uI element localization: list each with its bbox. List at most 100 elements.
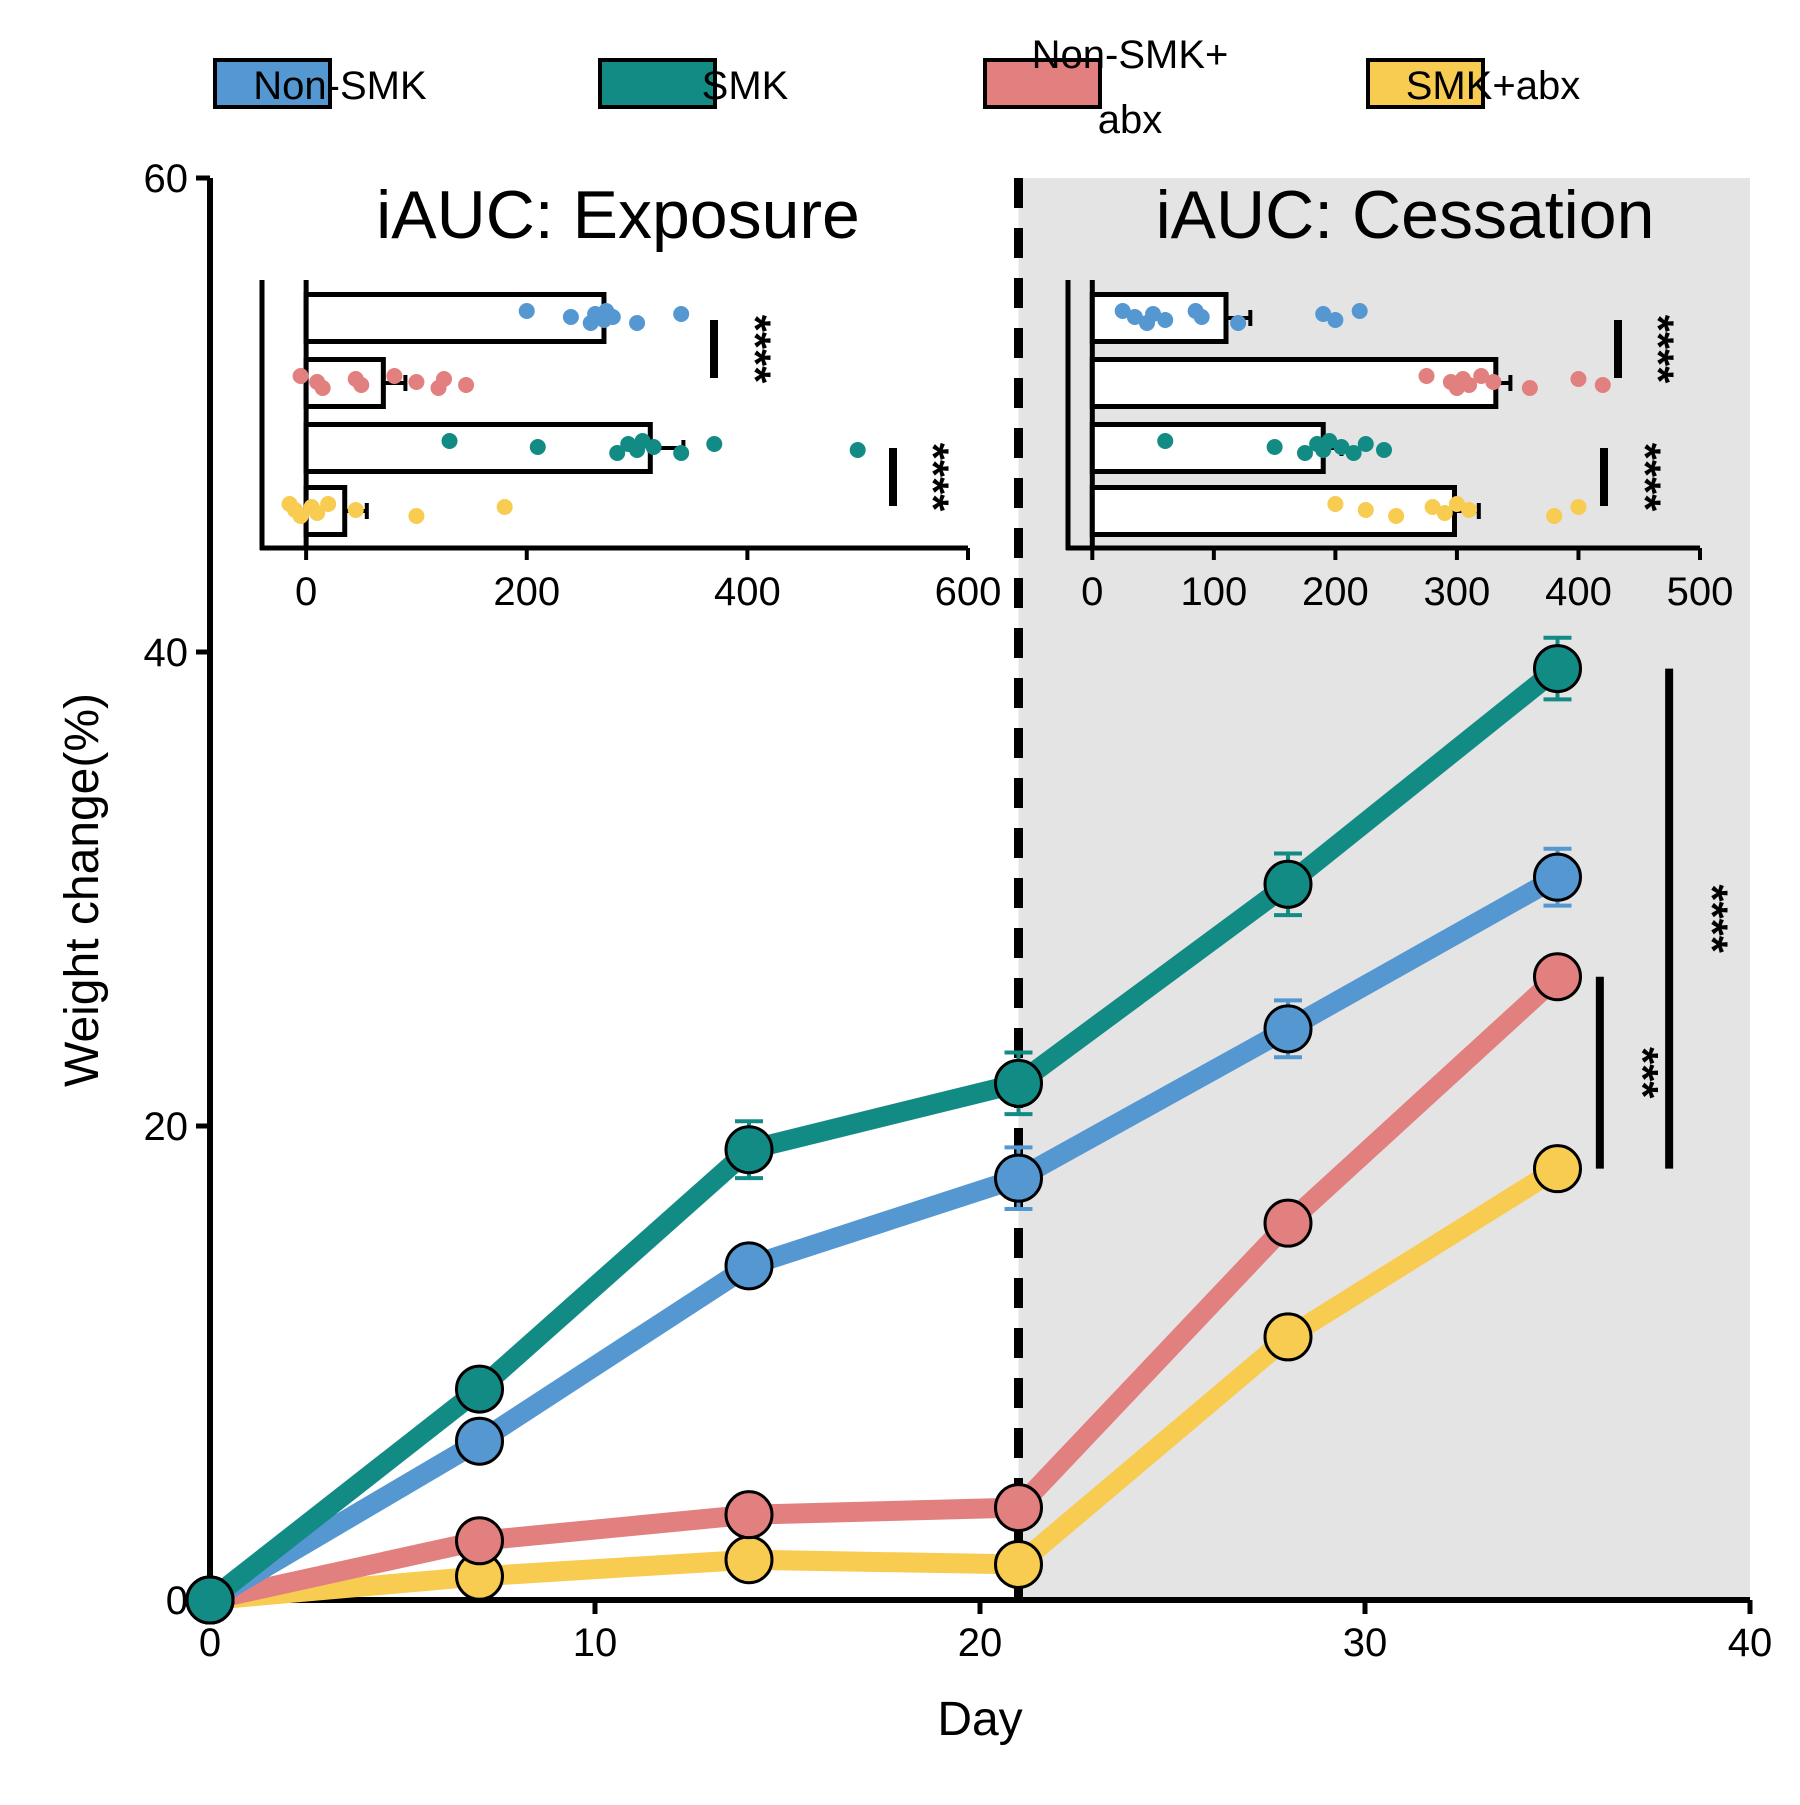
inset-point bbox=[1297, 445, 1313, 461]
inset-point bbox=[1145, 306, 1162, 322]
inset-point bbox=[1376, 442, 1392, 458]
data-point-non-smk-abx bbox=[994, 1483, 1043, 1533]
data-point-smk-abx bbox=[1533, 1144, 1582, 1194]
legend-label-2: Non-SMK+ bbox=[1032, 33, 1229, 77]
inset-point bbox=[1570, 499, 1587, 515]
legend-label2-2: abx bbox=[1098, 98, 1163, 142]
x-tick-label-1: 10 bbox=[573, 1621, 618, 1665]
inset-sig-label-1: **** bbox=[1620, 443, 1669, 512]
x-tick-label-3: 30 bbox=[1343, 1621, 1388, 1665]
y-tick-label-1: 20 bbox=[144, 1105, 189, 1149]
inset-point bbox=[518, 303, 535, 319]
inset-point bbox=[314, 380, 331, 396]
data-point-non-smk-abx bbox=[1263, 1198, 1313, 1248]
inset-point bbox=[604, 309, 621, 325]
data-point-non-smk bbox=[1533, 852, 1582, 902]
inset-x-tick-label-0: 0 bbox=[295, 570, 317, 614]
inset-point bbox=[1546, 508, 1563, 524]
inset-point bbox=[1473, 368, 1490, 384]
data-point-smk bbox=[1533, 644, 1582, 694]
inset-point bbox=[1357, 502, 1374, 518]
data-point-non-smk-abx bbox=[1533, 952, 1582, 1002]
inset-point bbox=[1321, 433, 1338, 449]
inset-point bbox=[1315, 306, 1332, 322]
shaded-region bbox=[1018, 178, 1750, 1600]
inset-point bbox=[1521, 380, 1538, 396]
data-point-smk bbox=[185, 1575, 235, 1625]
inset-point bbox=[292, 368, 309, 384]
inset-point bbox=[1570, 371, 1587, 387]
inset-point bbox=[673, 306, 690, 322]
data-point-non-smk bbox=[994, 1153, 1043, 1203]
data-point-smk-abx bbox=[994, 1539, 1043, 1589]
inset-point bbox=[441, 433, 458, 449]
y-tick-label-2: 40 bbox=[144, 631, 189, 675]
inset-point bbox=[1345, 445, 1362, 461]
legend-swatch-3 bbox=[1366, 58, 1485, 109]
inset-point bbox=[347, 502, 364, 518]
sig-label-1: **** bbox=[1688, 884, 1737, 953]
x-tick-label-4: 40 bbox=[1728, 1621, 1773, 1665]
inset-x-tick-label-3: 600 bbox=[935, 570, 1002, 614]
inset-point bbox=[645, 439, 662, 455]
y-axis-title: Weight change(%) bbox=[56, 693, 109, 1087]
inset-bar-smk bbox=[1089, 422, 1326, 474]
data-point-non-smk bbox=[724, 1241, 774, 1291]
inset-sig-label-1: **** bbox=[908, 443, 957, 512]
inset-x-tick-label-0: 0 bbox=[1081, 570, 1103, 614]
inset-point bbox=[1114, 303, 1131, 319]
inset-point bbox=[1594, 377, 1611, 393]
inset-point bbox=[1448, 496, 1465, 512]
series-line-smk bbox=[203, 660, 1564, 1608]
inset-x-tick-label-1: 200 bbox=[493, 570, 560, 614]
legend-swatch-1 bbox=[598, 58, 717, 109]
inset-x-tick-label-1: 100 bbox=[1180, 570, 1247, 614]
inset-x-tick-label-4: 400 bbox=[1545, 570, 1612, 614]
inset-sig-label-0: **** bbox=[730, 315, 779, 384]
inset-point bbox=[1388, 508, 1405, 524]
inset-point bbox=[849, 442, 866, 458]
x-tick-label-2: 20 bbox=[958, 1621, 1003, 1665]
inset-point bbox=[1157, 312, 1174, 328]
inset-point bbox=[1424, 499, 1441, 515]
legend-label-3: SMK+abx bbox=[1406, 64, 1581, 108]
cessation-shading bbox=[1018, 178, 1750, 1600]
sig-label-0: *** bbox=[1618, 1047, 1667, 1099]
legend-label-1: SMK bbox=[702, 64, 789, 108]
inset-point bbox=[353, 377, 370, 393]
legend-label-0: Non-SMK bbox=[253, 64, 427, 108]
inset-point bbox=[1461, 377, 1478, 393]
data-point-non-smk-abx bbox=[455, 1516, 504, 1566]
inset-point bbox=[1418, 368, 1435, 384]
inset-point bbox=[408, 374, 425, 390]
x-tick-label-0: 0 bbox=[199, 1621, 221, 1665]
inset-point bbox=[1126, 309, 1143, 325]
inset-point bbox=[496, 499, 513, 515]
inset-point bbox=[529, 439, 546, 455]
legend: Non-SMK SMK Non-SMK+ abx SMK+abx bbox=[213, 33, 1581, 142]
inset-sig-label-0: **** bbox=[1633, 315, 1682, 384]
legend-swatch-2 bbox=[983, 58, 1102, 109]
inset-point bbox=[1266, 439, 1283, 455]
inset-point bbox=[292, 508, 309, 524]
series-line-non-smk-abx bbox=[207, 969, 1565, 1610]
inset-point bbox=[1230, 315, 1247, 331]
data-point-smk bbox=[724, 1125, 774, 1175]
series-line-non-smk bbox=[204, 868, 1563, 1609]
inset-point bbox=[706, 436, 723, 452]
y-tick-label-0: 0 bbox=[166, 1579, 188, 1623]
inset-point bbox=[458, 377, 475, 393]
data-point-smk bbox=[1263, 859, 1313, 909]
inset-point bbox=[408, 508, 425, 524]
inset-point bbox=[320, 496, 337, 512]
inset-title: iAUC: Exposure bbox=[376, 177, 860, 253]
inset-title: iAUC: Cessation bbox=[1156, 177, 1655, 253]
inset-exposure: iAUC: Exposure 0 200 400 600 **** **** bbox=[259, 177, 1002, 614]
inset-point bbox=[309, 505, 326, 521]
inset-bar-smk bbox=[303, 422, 653, 474]
inset-point bbox=[1485, 374, 1502, 390]
inset-cessation: iAUC: Cessation 0 100 200 300 400 500 **** **** bbox=[1065, 177, 1733, 614]
inset-point bbox=[673, 445, 690, 461]
